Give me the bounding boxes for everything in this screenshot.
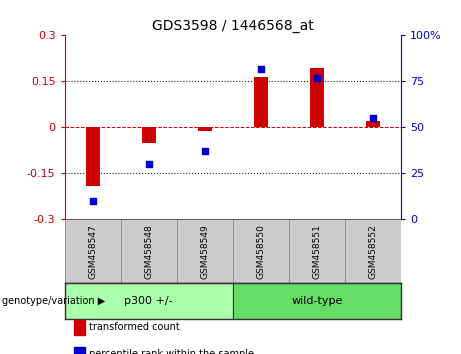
- Text: genotype/variation ▶: genotype/variation ▶: [2, 296, 106, 306]
- Point: [201, 149, 208, 154]
- Point: [369, 115, 377, 121]
- Bar: [233, 283, 401, 319]
- Title: GDS3598 / 1446568_at: GDS3598 / 1446568_at: [152, 19, 313, 33]
- Text: wild-type: wild-type: [291, 296, 343, 306]
- Bar: [142, 127, 156, 143]
- Point: [313, 75, 321, 81]
- Text: GSM458548: GSM458548: [144, 224, 153, 279]
- Text: transformed count: transformed count: [89, 322, 179, 332]
- Bar: [310, 68, 324, 127]
- Text: GSM458551: GSM458551: [313, 224, 321, 279]
- Bar: [254, 78, 268, 127]
- Bar: [65, 283, 233, 319]
- Point: [89, 198, 96, 204]
- Bar: [366, 121, 380, 127]
- Point: [145, 161, 152, 167]
- Point: [257, 66, 265, 72]
- Text: GSM458547: GSM458547: [88, 224, 97, 279]
- Text: GSM458552: GSM458552: [368, 224, 378, 279]
- Text: GSM458549: GSM458549: [200, 224, 209, 279]
- Text: GSM458550: GSM458550: [256, 224, 266, 279]
- Text: p300 +/-: p300 +/-: [124, 296, 173, 306]
- Text: percentile rank within the sample: percentile rank within the sample: [89, 349, 254, 354]
- Bar: [198, 127, 212, 131]
- Bar: [86, 127, 100, 186]
